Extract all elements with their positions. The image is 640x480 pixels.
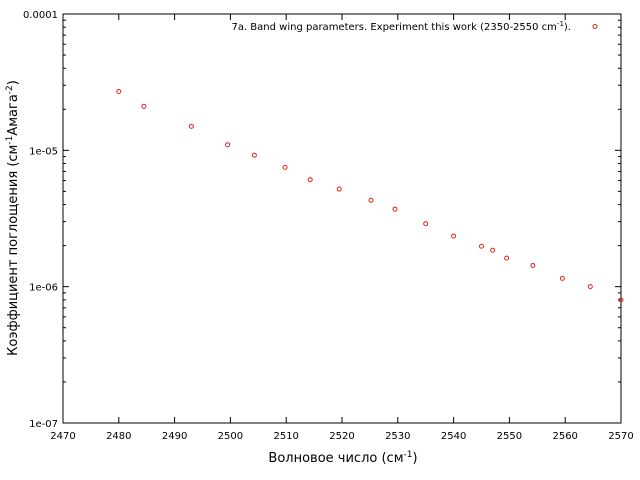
data-point (141, 103, 147, 109)
x-tick-label: 2530 (385, 431, 410, 442)
y-tick-label: 1e-06 (29, 283, 58, 294)
data-point (504, 255, 510, 261)
data-point (423, 221, 429, 227)
x-tick-label: 2490 (162, 431, 187, 442)
x-tick-label: 2560 (552, 431, 577, 442)
x-tick-label: 2570 (608, 431, 633, 442)
x-tick-label: 2540 (441, 431, 466, 442)
data-point (368, 197, 374, 203)
y-axis-title: Коэффициент поглощения (см-1Амага-2) (5, 80, 21, 356)
x-tick-label: 2480 (106, 431, 131, 442)
data-point (251, 152, 257, 158)
data-point (225, 142, 231, 148)
legend: 7a. Band wing parameters. Experiment thi… (231, 20, 598, 33)
y-axis-ticks: 1e-07 1e-06 1e-05 0.0001 (23, 10, 621, 430)
data-point (587, 284, 593, 290)
x-tick-label: 2470 (50, 431, 75, 442)
data-point (479, 243, 484, 249)
data-point (451, 233, 457, 239)
data-point (307, 177, 313, 183)
data-point (336, 186, 342, 192)
x-axis-title: Волновое число (см-1) (268, 450, 417, 466)
data-point (188, 123, 194, 129)
data-point (530, 262, 536, 268)
data-point (618, 297, 624, 303)
x-tick-label: 2510 (273, 431, 298, 442)
y-tick-label: 1e-05 (29, 146, 58, 157)
x-tick-label: 2520 (329, 431, 354, 442)
y-tick-label: 1e-07 (29, 419, 58, 430)
data-point (490, 247, 496, 253)
x-axis-ticks: 2470 2480 2490 2500 2510 2520 2530 2540 2550 2560… (50, 14, 634, 442)
data-point (116, 89, 122, 95)
data-points (116, 89, 624, 303)
data-point (282, 164, 288, 170)
legend-entry-label: 7a. Band wing parameters. Experiment thi… (231, 20, 571, 33)
data-point (559, 275, 565, 281)
x-tick-label: 2500 (218, 431, 243, 442)
y-tick-label: 0.0001 (23, 10, 58, 21)
data-point (392, 206, 398, 212)
plot-frame (62, 13, 622, 424)
x-tick-label: 2550 (497, 431, 522, 442)
legend-marker (592, 24, 598, 29)
